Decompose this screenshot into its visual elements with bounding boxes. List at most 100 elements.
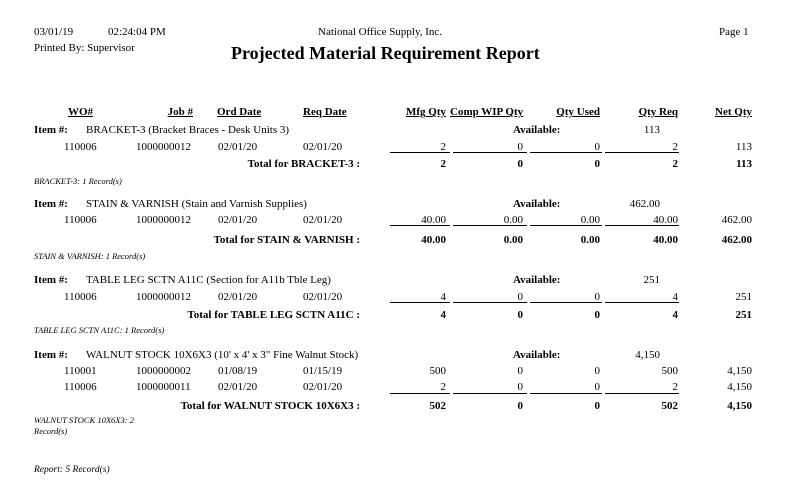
job-number: 1000000011 xyxy=(136,381,191,393)
subtotal-divider xyxy=(453,225,527,226)
col-qty-used: Qty Used xyxy=(556,106,600,118)
req-date: 02/01/20 xyxy=(303,214,343,226)
col-mfg-qty: Mfg Qty xyxy=(405,106,446,118)
total-qty-req: 4 xyxy=(672,309,679,321)
wo-number: 110006 xyxy=(64,214,97,226)
req-date: 02/01/20 xyxy=(303,291,343,303)
group-record-count: TABLE LEG SCTN A11C: 1 Record(s) xyxy=(34,325,165,335)
ord-date: 02/01/20 xyxy=(218,381,258,393)
subtotal-divider xyxy=(453,152,527,153)
available-value: 113 xyxy=(643,124,660,136)
available-label: Available: xyxy=(513,124,561,136)
total-comp-wip-qty: 0 xyxy=(517,158,524,170)
report-title: Projected Material Requirement Report xyxy=(231,43,540,63)
comp-wip-qty: 0 xyxy=(517,141,524,153)
item-description: TABLE LEG SCTN A11C (Section for A11b Tb… xyxy=(86,274,331,286)
wo-number: 110001 xyxy=(64,365,97,377)
qty-used: 0 xyxy=(594,291,601,303)
mfg-qty: 40.00 xyxy=(421,214,446,226)
total-qty-req: 502 xyxy=(661,400,679,412)
qty-req: 40.00 xyxy=(653,214,678,226)
available-value: 462.00 xyxy=(629,198,660,210)
total-comp-wip-qty: 0 xyxy=(517,400,524,412)
wo-number: 110006 xyxy=(64,291,97,303)
total-net-qty: 462.00 xyxy=(721,234,752,246)
total-comp-wip-qty: 0.00 xyxy=(503,234,523,246)
comp-wip-qty: 0 xyxy=(517,381,524,393)
job-number: 1000000012 xyxy=(136,214,191,226)
page-number: Page 1 xyxy=(719,26,749,38)
total-label: Total for TABLE LEG SCTN A11C : xyxy=(187,309,360,321)
total-mfg-qty: 502 xyxy=(429,400,447,412)
item-label: Item #: xyxy=(34,349,68,361)
subtotal-divider xyxy=(605,302,679,303)
mfg-qty: 2 xyxy=(440,141,447,153)
subtotal-divider xyxy=(605,152,679,153)
item-description: WALNUT STOCK 10X6X3 (10' x 4' x 3" Fine … xyxy=(86,349,359,361)
net-qty: 4,150 xyxy=(727,365,752,377)
printed-by: Printed By: Supervisor xyxy=(34,42,135,54)
available-value: 251 xyxy=(643,274,661,286)
total-qty-used: 0 xyxy=(594,400,601,412)
print-time: 02:24:04 PM xyxy=(108,26,166,38)
item-label: Item #: xyxy=(34,124,68,136)
col-req-date: Req Date xyxy=(303,106,347,118)
available-label: Available: xyxy=(513,198,561,210)
req-date: 02/01/20 xyxy=(303,141,343,153)
wo-number: 110006 xyxy=(64,141,97,153)
subtotal-divider xyxy=(530,393,602,394)
total-qty-req: 2 xyxy=(672,158,679,170)
col-wo: WO# xyxy=(68,106,94,118)
print-date: 03/01/19 xyxy=(34,26,74,38)
group-record-count: STAIN & VARNISH: 1 Record(s) xyxy=(34,251,146,261)
company-name: National Office Supply, Inc. xyxy=(318,26,443,38)
group-record-count: BRACKET-3: 1 Record(s) xyxy=(34,176,122,186)
total-net-qty: 251 xyxy=(735,309,753,321)
req-date: 01/15/19 xyxy=(303,365,343,377)
ord-date: 02/01/20 xyxy=(218,141,258,153)
subtotal-divider xyxy=(453,393,527,394)
qty-req: 500 xyxy=(661,365,679,377)
qty-used: 0 xyxy=(594,141,601,153)
total-qty-used: 0 xyxy=(594,158,601,170)
wo-number: 110006 xyxy=(64,381,97,393)
group-record-count: WALNUT STOCK 10X6X3: 2 Record(s) xyxy=(34,415,134,436)
item-label: Item #: xyxy=(34,198,68,210)
job-number: 1000000012 xyxy=(136,291,191,303)
item-label: Item #: xyxy=(34,274,68,286)
subtotal-divider xyxy=(390,152,450,153)
qty-used: 0 xyxy=(594,381,601,393)
subtotal-divider xyxy=(605,225,679,226)
comp-wip-qty: 0 xyxy=(517,291,524,303)
qty-used: 0 xyxy=(594,365,601,377)
mfg-qty: 2 xyxy=(440,381,447,393)
total-label: Total for BRACKET-3 : xyxy=(247,158,360,170)
subtotal-divider xyxy=(453,302,527,303)
total-mfg-qty: 40.00 xyxy=(421,234,446,246)
qty-req: 2 xyxy=(672,141,679,153)
available-label: Available: xyxy=(513,349,561,361)
req-date: 02/01/20 xyxy=(303,381,343,393)
comp-wip-qty: 0 xyxy=(517,365,524,377)
total-label: Total for WALNUT STOCK 10X6X3 : xyxy=(180,400,360,412)
net-qty: 462.00 xyxy=(721,214,752,226)
available-value: 4,150 xyxy=(635,349,660,361)
total-comp-wip-qty: 0 xyxy=(517,309,524,321)
col-ord-date: Ord Date xyxy=(217,106,262,118)
net-qty: 4,150 xyxy=(727,381,752,393)
qty-req: 4 xyxy=(672,291,679,303)
qty-req: 2 xyxy=(672,381,679,393)
subtotal-divider xyxy=(390,302,450,303)
subtotal-divider xyxy=(530,225,602,226)
item-description: BRACKET-3 (Bracket Braces - Desk Units 3… xyxy=(86,124,290,136)
subtotal-divider xyxy=(390,225,450,226)
comp-wip-qty: 0.00 xyxy=(503,214,523,226)
total-mfg-qty: 4 xyxy=(440,309,447,321)
ord-date: 02/01/20 xyxy=(218,214,258,226)
report-record-count: Report: 5 Record(s) xyxy=(34,465,110,475)
ord-date: 01/08/19 xyxy=(218,365,258,377)
col-job: Job # xyxy=(167,106,193,118)
total-qty-used: 0 xyxy=(594,309,601,321)
total-qty-used: 0.00 xyxy=(580,234,600,246)
col-qty-req: Qty Req xyxy=(638,106,678,118)
